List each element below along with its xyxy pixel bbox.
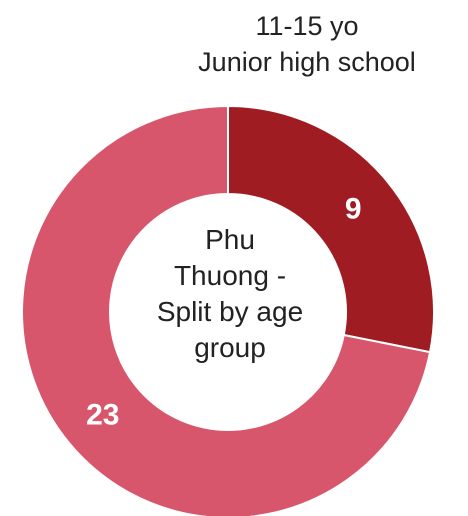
chart-center-title: Phu Thuong - Split by age group xyxy=(150,222,310,366)
donut-slice-0 xyxy=(227,104,435,354)
center-title-line-2: Thuong - xyxy=(173,260,287,291)
center-title-line-1: Phu xyxy=(205,224,255,255)
annotation-age-range: 11-15 yo xyxy=(255,11,359,41)
slice-annotation: 11-15 yo Junior high school xyxy=(162,8,452,80)
center-title-line-4: group xyxy=(194,332,266,363)
slice-value-label-1: 23 xyxy=(86,398,119,431)
slice-value-label-0: 9 xyxy=(345,193,362,226)
donut-slice-1 xyxy=(21,104,432,516)
center-title-line-3: Split by age xyxy=(156,296,304,327)
annotation-school-level: Junior high school xyxy=(198,47,416,77)
